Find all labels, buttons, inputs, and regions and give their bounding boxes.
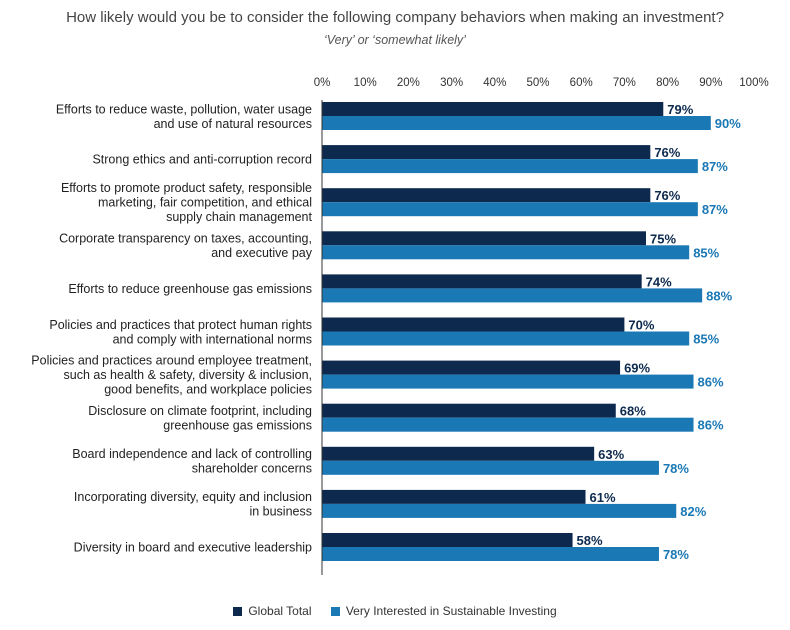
- category-label: Policies and practices around employee t…: [31, 354, 312, 368]
- category-label: supply chain management: [166, 210, 312, 224]
- legend-item-global-total: Global Total: [233, 604, 312, 618]
- data-label: 86%: [698, 375, 724, 390]
- bar-sustainable-investing: [322, 331, 690, 346]
- data-label: 76%: [654, 145, 680, 160]
- data-label: 63%: [598, 447, 624, 462]
- data-label: 70%: [628, 318, 654, 333]
- data-label: 79%: [667, 102, 693, 117]
- x-tick-label: 0%: [314, 77, 331, 89]
- legend-swatch: [330, 606, 340, 616]
- category-label: good benefits, and workplace policies: [104, 383, 312, 397]
- bar-sustainable-investing: [322, 374, 694, 389]
- bar-global-total: [322, 231, 646, 246]
- data-label: 85%: [693, 332, 719, 347]
- data-label: 68%: [620, 404, 646, 419]
- bar-global-total: [322, 360, 621, 375]
- bar-sustainable-investing: [322, 288, 703, 303]
- x-axis-ticks: 0% 10% 20% 30% 40% 50% 60% 70% 80% 90% 100%: [314, 77, 769, 89]
- x-tick-label: 100%: [739, 77, 768, 89]
- data-label: 87%: [702, 159, 728, 174]
- category-label: Efforts to promote product safety, respo…: [61, 181, 312, 195]
- bar-sustainable-investing: [322, 116, 711, 130]
- x-tick-label: 40%: [483, 77, 506, 89]
- bar-global-total: [322, 188, 651, 203]
- bar-sustainable-investing: [322, 503, 677, 518]
- category-label: Efforts to reduce greenhouse gas emissio…: [68, 282, 312, 296]
- data-label: 90%: [715, 116, 741, 131]
- data-label: 58%: [577, 533, 603, 548]
- data-label: 75%: [650, 231, 676, 246]
- data-label: 78%: [663, 547, 689, 562]
- x-tick-label: 90%: [699, 77, 722, 89]
- category-label: and use of natural resources: [154, 117, 312, 131]
- legend: Global Total Very Interested in Sustaina…: [0, 604, 790, 619]
- chart-title: How likely would you be to consider the …: [66, 9, 724, 26]
- data-label: 74%: [646, 274, 672, 289]
- bar-sustainable-investing: [322, 460, 659, 475]
- x-tick-label: 30%: [440, 77, 463, 89]
- bar-chart: 0% 10% 20% 30% 40% 50% 60% 70% 80% 90% 100% Effort…: [31, 77, 769, 575]
- bars: 79% 76% 76% 75% 74% 70% 69% 68% 63% 61% 58% 90% 87% 8…: [322, 102, 741, 562]
- bar-global-total: [322, 489, 586, 504]
- bar-sustainable-investing: [322, 417, 694, 432]
- bar-sustainable-investing: [322, 159, 698, 174]
- data-label: 78%: [663, 461, 689, 476]
- data-label: 61%: [590, 490, 616, 505]
- data-label: 88%: [706, 288, 732, 303]
- category-label: Strong ethics and anti-corruption record: [92, 153, 312, 167]
- bar-global-total: [322, 403, 616, 418]
- bar-global-total: [322, 274, 642, 289]
- category-label: Efforts to reduce waste, pollution, wate…: [56, 102, 312, 116]
- bar-sustainable-investing: [322, 245, 690, 260]
- bar-global-total: [322, 317, 625, 332]
- x-tick-label: 50%: [526, 77, 549, 89]
- bar-global-total: [322, 446, 595, 461]
- bar-sustainable-investing: [322, 547, 659, 561]
- category-label: Incorporating diversity, equity and incl…: [74, 490, 312, 504]
- bar-global-total: [322, 145, 651, 160]
- bar-global-total: [322, 102, 664, 116]
- x-tick-label: 70%: [613, 77, 636, 89]
- category-label: Corporate transparency on taxes, account…: [59, 232, 312, 246]
- category-label: and executive pay: [211, 246, 313, 260]
- data-label: 86%: [698, 418, 724, 433]
- data-label: 87%: [702, 202, 728, 217]
- category-label: shareholder concerns: [192, 462, 312, 476]
- x-tick-label: 60%: [570, 77, 593, 89]
- x-tick-label: 10%: [354, 77, 377, 89]
- category-label: Disclosure on climate footprint, includi…: [88, 404, 312, 418]
- x-tick-label: 80%: [656, 77, 679, 89]
- chart-subtitle: ‘Very’ or ‘somewhat likely’: [324, 33, 466, 47]
- category-label: Board independence and lack of controlli…: [72, 447, 312, 461]
- legend-swatch: [233, 606, 243, 616]
- category-label: such as health & safety, diversity & inc…: [64, 368, 313, 382]
- legend-label: Very Interested in Sustainable Investing: [345, 604, 557, 618]
- category-label: greenhouse gas emissions: [163, 418, 312, 432]
- data-label: 85%: [693, 245, 719, 260]
- bar-sustainable-investing: [322, 202, 698, 217]
- data-label: 82%: [680, 504, 706, 519]
- x-tick-label: 20%: [397, 77, 420, 89]
- legend-label: Global Total: [248, 604, 312, 618]
- category-label: Diversity in board and executive leaders…: [74, 541, 312, 555]
- category-label: marketing, fair competition, and ethical: [98, 196, 312, 210]
- category-label: and comply with international norms: [113, 332, 312, 346]
- data-label: 76%: [654, 188, 680, 203]
- category-label: Policies and practices that protect huma…: [49, 318, 312, 332]
- category-label: in business: [249, 505, 312, 519]
- category-labels: Efforts to reduce waste, pollution, wate…: [31, 102, 312, 554]
- legend-item-sustainable: Very Interested in Sustainable Investing: [330, 604, 557, 618]
- data-label: 69%: [624, 361, 650, 376]
- bar-global-total: [322, 533, 573, 547]
